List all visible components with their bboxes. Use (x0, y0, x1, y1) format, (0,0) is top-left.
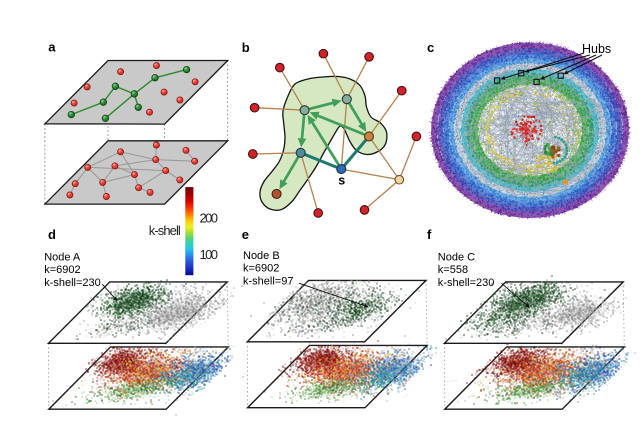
svg-text:k-shell=230: k-shell=230 (44, 277, 101, 289)
svg-text:k-shell=97: k-shell=97 (243, 276, 293, 288)
svg-text:k=558: k=558 (438, 264, 468, 276)
svg-text:k=6902: k=6902 (44, 264, 80, 276)
svg-text:100: 100 (200, 247, 219, 262)
svg-text:k-shell=230: k-shell=230 (438, 277, 495, 289)
svg-text:e: e (242, 227, 249, 242)
svg-text:d: d (48, 227, 56, 242)
svg-text:f: f (427, 227, 432, 242)
svg-text:a: a (48, 40, 56, 55)
svg-text:Hubs: Hubs (582, 42, 611, 56)
svg-text:k=6902: k=6902 (243, 263, 279, 275)
svg-text:Node A: Node A (44, 251, 81, 263)
svg-text:k-shell: k-shell (149, 223, 181, 238)
svg-text:200: 200 (200, 210, 219, 225)
svg-text:Node C: Node C (438, 251, 475, 263)
svg-text:Node B: Node B (243, 250, 280, 262)
svg-text:s: s (338, 174, 345, 188)
svg-text:c: c (427, 40, 434, 55)
svg-text:b: b (242, 40, 250, 55)
